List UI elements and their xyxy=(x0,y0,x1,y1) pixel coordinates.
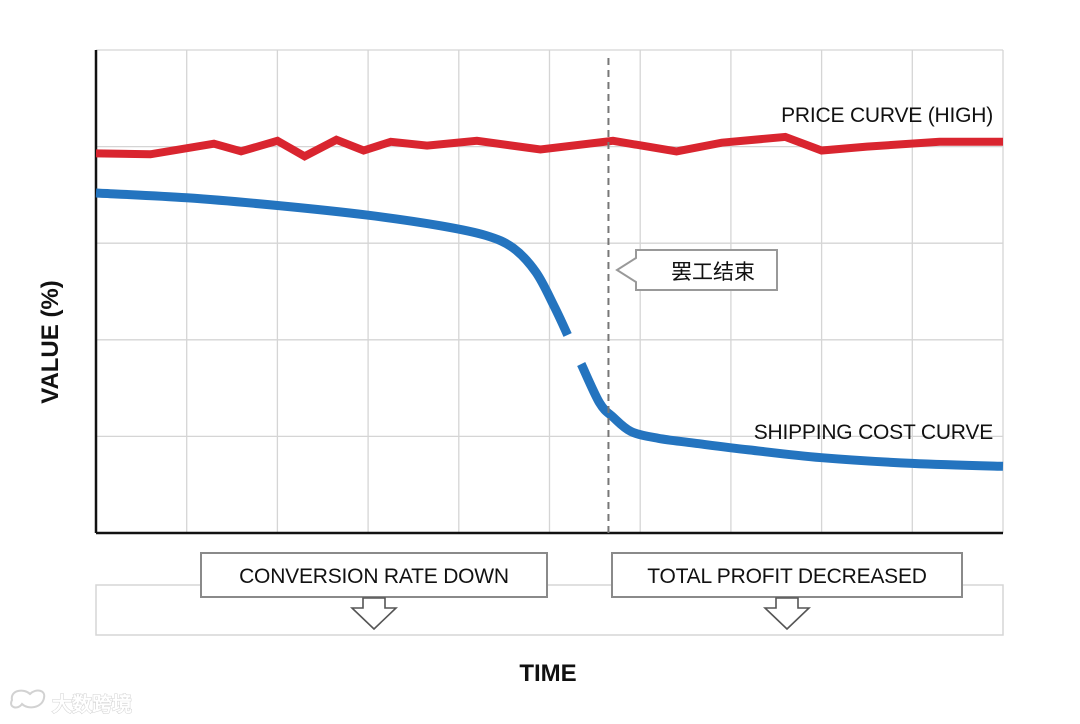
watermark: 大数跨境 xyxy=(10,689,133,717)
annotation-outline xyxy=(95,584,1004,636)
callout-conversion-label: CONVERSION RATE DOWN xyxy=(239,565,509,588)
callout-profit-label: TOTAL PROFIT DECREASED xyxy=(647,565,927,588)
watermark-logo-icon xyxy=(10,689,46,709)
legend-price-curve: PRICE CURVE (HIGH) xyxy=(781,104,993,127)
callout-box-profit xyxy=(611,552,963,598)
down-arrow-right-icon xyxy=(763,597,811,631)
watermark-text: 大数跨境 xyxy=(52,692,132,716)
y-axis-title: VALUE (%) xyxy=(37,280,64,404)
annotation-layer: 罢工结束 CONVERSION RATE DOWN TOTAL PROFIT D… xyxy=(95,58,1004,636)
series-line-price-curve xyxy=(95,132,1003,161)
event-callout-box xyxy=(615,249,778,291)
callout-box-conversion xyxy=(200,552,548,598)
event-label: 罢工结束 xyxy=(671,260,755,284)
series-line-shipping-curve-part1 xyxy=(95,188,572,337)
legend-shipping-curve: SHIPPING COST CURVE xyxy=(754,421,994,444)
down-arrow-left-icon xyxy=(350,597,398,631)
series-line-shipping-curve-part2 xyxy=(577,362,1004,471)
x-axis-title: TIME xyxy=(519,660,576,687)
